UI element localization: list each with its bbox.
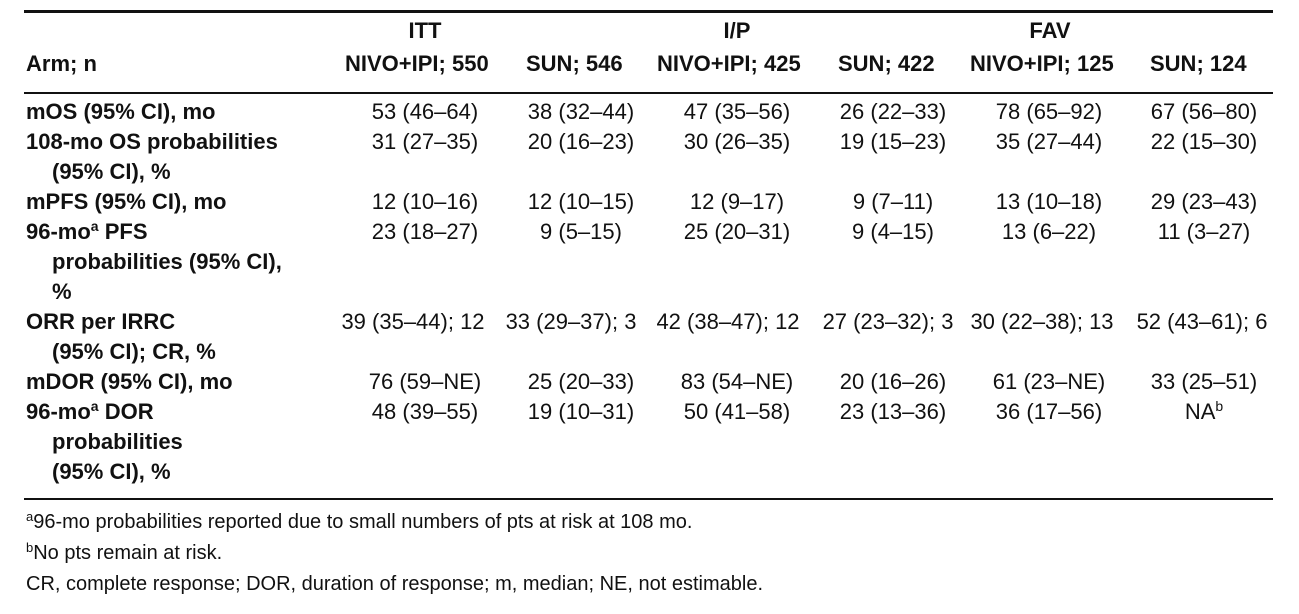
table-cell: 83 (54–NE) bbox=[680, 369, 794, 394]
table-cell: 78 (65–92) bbox=[995, 99, 1103, 124]
table-top-rule bbox=[24, 10, 1273, 13]
table-cell: 76 (59–NE) bbox=[368, 369, 482, 394]
table-cell: 19 (10–31) bbox=[527, 399, 635, 424]
table-cell: 47 (35–56) bbox=[683, 99, 791, 124]
table-cell: 53 (46–64) bbox=[371, 99, 479, 124]
column-header-itt-nivo: NIVO+IPI; 550 bbox=[345, 51, 489, 76]
table-cell: 13 (10–18) bbox=[995, 189, 1103, 214]
group-header-ip: I/P bbox=[723, 18, 751, 43]
table-cell: 38 (32–44) bbox=[527, 99, 635, 124]
column-header-ip-sun: SUN; 422 bbox=[838, 51, 935, 76]
table-cell: 12 (10–16) bbox=[371, 189, 479, 214]
group-header-fav: FAV bbox=[1029, 18, 1071, 43]
table-cell: 9 (7–11) bbox=[852, 189, 934, 214]
table-cell: 25 (20–31) bbox=[683, 219, 791, 244]
table-cell: 42 (38–47); 12 bbox=[656, 309, 800, 334]
table-cell: 23 (13–36) bbox=[839, 399, 947, 424]
arm-column-header: Arm; n bbox=[26, 51, 97, 76]
table-cell: 30 (26–35) bbox=[683, 129, 791, 154]
table-bottom-rule bbox=[24, 498, 1273, 500]
table-cell: 12 (9–17) bbox=[689, 189, 785, 214]
header-rule bbox=[24, 92, 1273, 94]
table-cell: 67 (56–80) bbox=[1150, 99, 1258, 124]
table-cell: 25 (20–33) bbox=[527, 369, 635, 394]
table-cell: 48 (39–55) bbox=[371, 399, 479, 424]
table-cell: 22 (15–30) bbox=[1150, 129, 1258, 154]
table-cell: 36 (17–56) bbox=[995, 399, 1103, 424]
table-cell: 35 (27–44) bbox=[995, 129, 1103, 154]
row-label-mpfs: mPFS (95% CI), mo bbox=[26, 189, 227, 214]
table-cell: 52 (43–61); 6 bbox=[1136, 309, 1268, 334]
footnote-a: a96-mo probabilities reported due to sma… bbox=[26, 509, 693, 533]
table-cell: 20 (16–23) bbox=[527, 129, 635, 154]
table-cell: 31 (27–35) bbox=[371, 129, 479, 154]
row-label-mos: mOS (95% CI), mo bbox=[26, 99, 216, 124]
table-cell: 20 (16–26) bbox=[839, 369, 947, 394]
table-cell: 27 (23–32); 3 bbox=[822, 309, 954, 334]
table-cell: 30 (22–38); 13 bbox=[970, 309, 1114, 334]
row-label-dor-prob: 96-moa DOR probabilities (95% CI), % bbox=[26, 398, 183, 484]
column-header-fav-nivo: NIVO+IPI; 125 bbox=[970, 51, 1114, 76]
group-header-itt: ITT bbox=[408, 18, 442, 43]
column-header-itt-sun: SUN; 546 bbox=[526, 51, 623, 76]
footnote-abbreviations: CR, complete response; DOR, duration of … bbox=[26, 573, 764, 595]
table-cell: 13 (6–22) bbox=[1001, 219, 1097, 244]
table-cell: 50 (41–58) bbox=[683, 399, 791, 424]
footnote-b: bNo pts remain at risk. bbox=[26, 540, 223, 564]
table-cell: NAb bbox=[1184, 398, 1224, 424]
column-header-ip-nivo: NIVO+IPI; 425 bbox=[657, 51, 801, 76]
table-cell: 12 (10–15) bbox=[527, 189, 635, 214]
table-cell: 61 (23–NE) bbox=[992, 369, 1106, 394]
table-cell: 11 (3–27) bbox=[1157, 219, 1251, 244]
table-cell: 9 (5–15) bbox=[540, 219, 622, 244]
row-label-orr: ORR per IRRC (95% CI); CR, % bbox=[26, 309, 216, 364]
row-label-mdor: mDOR (95% CI), mo bbox=[26, 369, 233, 394]
table-cell: 29 (23–43) bbox=[1150, 189, 1258, 214]
table-cell: 39 (35–44); 12 bbox=[341, 309, 485, 334]
table-cell: 33 (29–37); 3 bbox=[505, 309, 637, 334]
table-cell: 9 (4–15) bbox=[852, 219, 934, 244]
column-header-fav-sun: SUN; 124 bbox=[1150, 51, 1247, 76]
table-cell: 23 (18–27) bbox=[371, 219, 479, 244]
row-label-os-prob: 108-mo OS probabilities (95% CI), % bbox=[26, 129, 278, 184]
table-cell: 19 (15–23) bbox=[839, 129, 947, 154]
table-cell: 33 (25–51) bbox=[1150, 369, 1258, 394]
row-label-pfs-prob: 96-moa PFS probabilities (95% CI), % bbox=[26, 218, 282, 304]
table-cell: 26 (22–33) bbox=[839, 99, 947, 124]
